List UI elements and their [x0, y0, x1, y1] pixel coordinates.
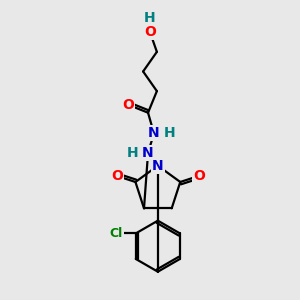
Text: H: H — [144, 11, 156, 25]
Text: Cl: Cl — [110, 227, 123, 240]
Text: H: H — [127, 146, 138, 160]
Text: N: N — [148, 126, 160, 140]
Text: O: O — [144, 25, 156, 39]
Text: O: O — [111, 169, 123, 183]
Text: N: N — [142, 146, 154, 160]
Text: N: N — [152, 159, 164, 173]
Text: O: O — [193, 169, 205, 183]
Text: O: O — [122, 98, 134, 112]
Text: H: H — [164, 126, 176, 140]
